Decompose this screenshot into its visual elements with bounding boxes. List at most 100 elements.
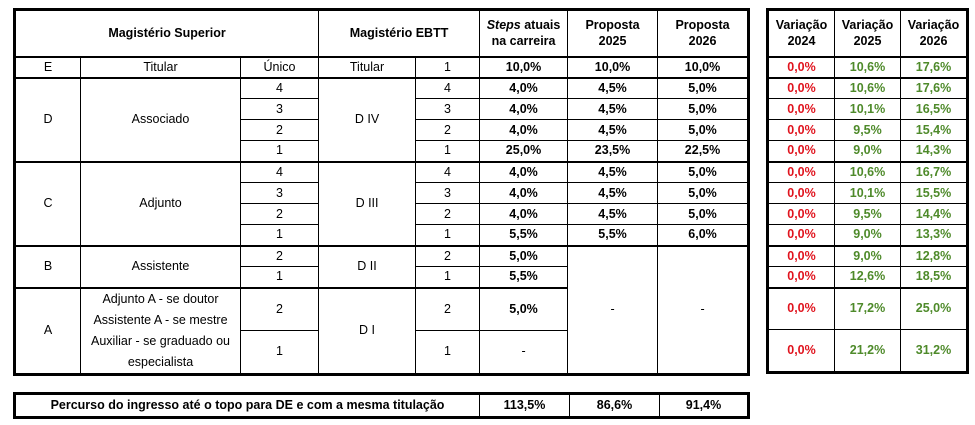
- table-row: 0,0% 9,0% 14,3%: [768, 140, 967, 162]
- steps-cell: 4,0%: [479, 203, 569, 225]
- table-row: A Adjunto A - se doutor Assistente A - s…: [15, 286, 748, 374]
- variation-table: Variação 2024 Variação 2025 Variação 202…: [766, 8, 969, 374]
- ebtt-level-cell: 1: [415, 329, 481, 374]
- steps-cell: 4,0%: [479, 119, 569, 141]
- variacao-2026-cell: 15,4%: [900, 119, 967, 141]
- proposta-2025-cell: 4,5%: [567, 119, 659, 141]
- variacao-2026-cell: 31,2%: [900, 329, 967, 372]
- variacao-2026-cell: 13,3%: [900, 224, 967, 246]
- variacao-2024-cell: 0,0%: [768, 76, 835, 99]
- steps-cell: 10,0%: [479, 55, 569, 78]
- header-variacao-2024-l2: 2024: [787, 34, 816, 49]
- ebtt-class-cell: D III: [318, 160, 417, 246]
- steps-cell: 5,0%: [479, 286, 569, 331]
- header-proposta-2026-l1: Proposta: [675, 18, 730, 33]
- variacao-2025-cell: 17,2%: [834, 286, 901, 330]
- summary-proposta-2025-cell: 86,6%: [569, 394, 660, 417]
- class-name-cell: Adjunto: [80, 160, 241, 246]
- proposta-2026-cell: 5,0%: [657, 76, 749, 99]
- header-proposta-2025-l1: Proposta: [585, 18, 640, 33]
- header-row: Variação 2024 Variação 2025 Variação 202…: [768, 10, 967, 57]
- class-name-cell: Associado: [80, 76, 241, 162]
- steps-cell: 5,5%: [479, 224, 569, 246]
- class-name-line: especialista: [127, 354, 194, 369]
- variacao-2024-cell: 0,0%: [768, 224, 835, 246]
- header-proposta-2025: Proposta 2025: [567, 10, 659, 57]
- variacao-2026-cell: 12,8%: [900, 244, 967, 267]
- ebtt-level-cell: 3: [415, 182, 481, 204]
- table-row: 0,0% 10,1% 16,5%: [768, 98, 967, 120]
- table-row: E Titular Único Titular 1 10,0% 10,0% 10…: [15, 55, 749, 78]
- header-proposta-2025-l2: 2025: [598, 34, 627, 49]
- variacao-2025-cell: 9,0%: [834, 140, 901, 162]
- header-steps-italic: Steps: [486, 18, 521, 33]
- header-variacao-2026-l1: Variação: [907, 18, 960, 33]
- proposta-2025-cell: 5,5%: [567, 224, 659, 246]
- steps-cell: 5,5%: [479, 266, 569, 288]
- table-row: 0,0% 10,6% 17,6%: [768, 55, 967, 78]
- ebtt-level-cell: 2: [415, 119, 481, 141]
- variacao-2025-cell: 10,6%: [834, 160, 901, 183]
- ebtt-class-cell: D IV: [318, 76, 417, 162]
- class-cell: E: [15, 55, 81, 78]
- proposta-2025-cell: 4,5%: [567, 98, 659, 120]
- class-cell: B: [15, 244, 81, 288]
- header-steps-rest: atuais: [520, 18, 561, 33]
- steps-cell: 4,0%: [479, 98, 569, 120]
- variacao-2025-cell: 10,1%: [834, 98, 901, 120]
- table-row: C Adjunto 4 D III 4 4,0% 4,5% 5,0%: [15, 160, 749, 246]
- level-cell: 2: [239, 286, 320, 331]
- ebtt-level-cell: 4: [415, 76, 481, 99]
- class-name-cell: Assistente: [80, 244, 241, 288]
- header-variacao-2024: Variação 2024: [768, 10, 835, 57]
- proposta-2025-cell: 10,0%: [567, 55, 659, 78]
- ebtt-level-cell: 2: [415, 286, 481, 331]
- class-name-line: Auxiliar - se graduado ou: [91, 333, 230, 348]
- variacao-2024-cell: 0,0%: [768, 286, 835, 330]
- class-name-line: Adjunto A - se doutor: [102, 291, 219, 306]
- header-variacao-2025: Variação 2025: [834, 10, 901, 57]
- header-superior: Magistério Superior: [14, 10, 320, 57]
- variacao-2024-cell: 0,0%: [768, 119, 835, 141]
- proposta-2026-cell: 10,0%: [657, 55, 749, 78]
- variacao-2026-cell: 17,6%: [900, 76, 967, 99]
- class-cell: D: [15, 76, 81, 162]
- ebtt-level-cell: 4: [415, 160, 481, 183]
- proposta-2026-cell: 5,0%: [657, 182, 749, 204]
- variacao-2025-cell: 9,0%: [834, 224, 901, 246]
- level-cell: Único: [239, 55, 320, 78]
- variacao-2024-cell: 0,0%: [768, 244, 835, 267]
- variacao-2026-cell: 16,7%: [900, 160, 967, 183]
- table-row: 0,0% 17,2% 25,0%: [768, 286, 967, 330]
- ebtt-level-cell: 1: [415, 55, 481, 78]
- table-row: 1 1 5,5% 5,5% 6,0%: [16, 224, 749, 246]
- variacao-2025-cell: 10,1%: [834, 182, 901, 204]
- steps-cell: 25,0%: [479, 140, 569, 162]
- table-row: 3 3 4,0% 4,5% 5,0%: [16, 98, 749, 120]
- variacao-2026-cell: 14,4%: [900, 203, 967, 225]
- proposta-2025-merged-cell: -: [567, 244, 659, 374]
- header-ebtt: Magistério EBTT: [318, 10, 481, 57]
- variacao-2024-cell: 0,0%: [768, 203, 835, 225]
- variacao-2024-cell: 0,0%: [768, 160, 835, 183]
- table-row: 0,0% 21,2% 31,2%: [768, 329, 967, 372]
- proposta-2025-cell: 4,5%: [567, 160, 659, 183]
- level-cell: 2: [239, 244, 320, 267]
- steps-cell: -: [479, 329, 569, 374]
- variacao-2025-cell: 10,6%: [834, 55, 901, 78]
- ebtt-class-cell: Titular: [318, 55, 417, 78]
- table-row: 0,0% 9,0% 13,3%: [768, 224, 967, 246]
- ebtt-level-cell: 1: [415, 224, 481, 246]
- header-variacao-2025-l1: Variação: [841, 18, 894, 33]
- variacao-2024-cell: 0,0%: [768, 329, 835, 372]
- table-row: 1 1 25,0% 23,5% 22,5%: [16, 140, 749, 162]
- level-cell: 2: [239, 119, 320, 141]
- table-row: 1 1 -: [16, 329, 748, 374]
- class-name-line: Assistente A - se mestre: [93, 312, 228, 327]
- header-variacao-2025-l2: 2025: [853, 34, 882, 49]
- steps-cell: 4,0%: [479, 76, 569, 99]
- table-row: 0,0% 10,6% 17,6%: [768, 76, 967, 99]
- header-proposta-2026: Proposta 2026: [657, 10, 749, 57]
- ebtt-level-cell: 1: [415, 266, 481, 288]
- level-cell: 3: [239, 98, 320, 120]
